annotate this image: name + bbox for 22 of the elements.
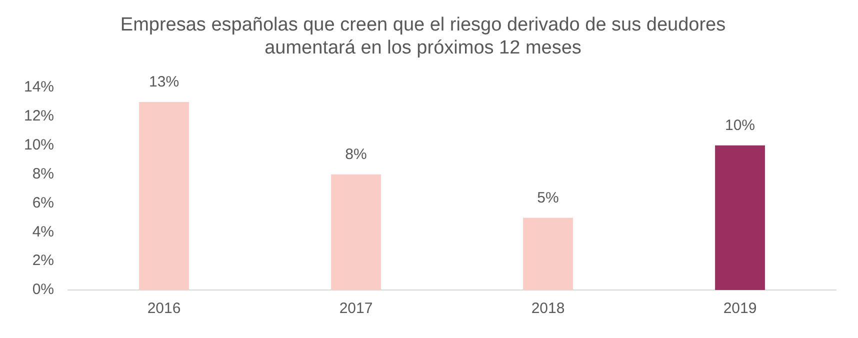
bar — [715, 145, 765, 290]
y-tick-label: 14% — [24, 78, 54, 96]
bar — [331, 174, 381, 290]
text: aumentará en los próximos 12 meses — [264, 37, 582, 58]
y-tick-label: 2% — [32, 252, 54, 270]
text: Empresas españolas que creen que el riesgo derivado de sus deudores — [120, 14, 726, 36]
x-tick-label: 2016 — [147, 300, 181, 318]
data-label: 10% — [724, 117, 756, 134]
y-tick-label: 12% — [24, 108, 54, 125]
y-tick-label: 0% — [32, 281, 54, 298]
y-tick-label: 8% — [32, 165, 54, 182]
data-label: 5% — [537, 189, 559, 206]
bar — [523, 218, 573, 290]
x-tick-label: 2019 — [723, 300, 757, 318]
bar — [139, 102, 189, 290]
y-tick-label: 10% — [24, 136, 54, 154]
data-label: 8% — [345, 146, 367, 163]
y-tick-label: 4% — [32, 223, 54, 240]
y-tick-label: 6% — [32, 194, 54, 212]
x-tick-label: 2017 — [339, 300, 373, 318]
x-tick-label: 2018 — [531, 300, 565, 318]
data-label: 13% — [149, 74, 180, 91]
